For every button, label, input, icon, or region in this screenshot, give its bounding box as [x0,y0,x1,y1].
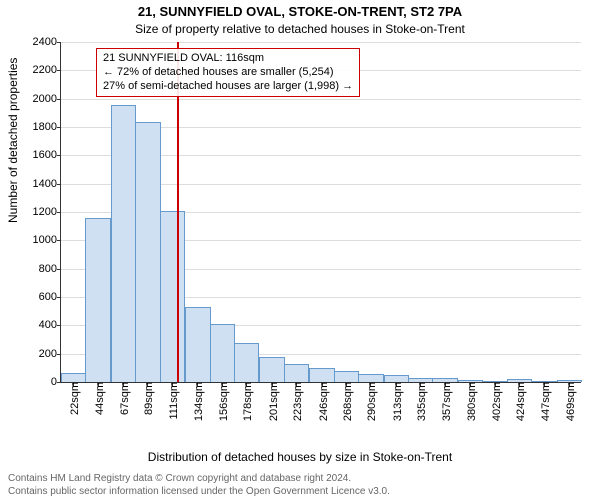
x-tick-label: 290sqm [362,382,378,421]
x-tick-label: 111sqm [164,382,180,420]
histogram-bar [309,368,334,382]
x-tick-label: 357sqm [437,382,453,421]
page-title: 21, SUNNYFIELD OVAL, STOKE-ON-TRENT, ST2… [0,4,600,19]
histogram-bar [85,218,110,382]
y-tick-label: 1600 [33,149,61,161]
histogram-bar [259,357,284,382]
x-tick-label: 89sqm [139,382,155,415]
y-tick-label: 200 [39,348,61,360]
x-tick-label: 178sqm [238,382,254,421]
histogram-bar [61,373,86,383]
histogram-bar [358,374,383,382]
x-tick-label: 223sqm [288,382,304,421]
gridline [61,42,581,43]
attribution-line: Contains HM Land Registry data © Crown c… [8,473,390,486]
chart-container: { "title_line1": "21, SUNNYFIELD OVAL, S… [0,0,600,500]
x-tick-label: 424sqm [511,382,527,421]
histogram-bar [284,364,309,382]
histogram-bar [135,122,160,382]
x-tick-label: 246sqm [314,382,330,421]
y-tick-label: 0 [51,376,61,388]
histogram-bar [111,105,136,382]
histogram-bar [234,343,259,382]
x-tick-label: 156sqm [214,382,230,421]
histogram-bar [185,307,210,382]
x-tick-label: 469sqm [561,382,577,421]
annotation-line: 21 SUNNYFIELD OVAL: 116sqm [103,52,353,66]
x-tick-label: 22sqm [65,382,81,415]
y-tick-label: 2400 [33,36,61,48]
x-tick-label: 313sqm [388,382,404,421]
y-tick-label: 1000 [33,234,61,246]
x-tick-label: 380sqm [462,382,478,421]
annotation-line: 27% of semi-detached houses are larger (… [103,80,353,94]
y-tick-label: 600 [39,291,61,303]
histogram-bar [334,371,359,382]
histogram-bar [210,324,235,382]
y-tick-label: 1400 [33,178,61,190]
x-axis-label: Distribution of detached houses by size … [0,450,600,464]
y-tick-label: 2200 [33,64,61,76]
y-tick-label: 2000 [33,93,61,105]
x-tick-label: 201sqm [264,382,280,421]
x-tick-label: 67sqm [115,382,131,415]
annotation-line: ← 72% of detached houses are smaller (5,… [103,66,353,80]
y-tick-label: 1800 [33,121,61,133]
y-tick-label: 1200 [33,206,61,218]
x-tick-label: 335sqm [412,382,428,421]
y-axis-label: Number of detached properties [6,58,20,223]
chart-subtitle: Size of property relative to detached ho… [0,22,600,36]
annotation-box: 21 SUNNYFIELD OVAL: 116sqm← 72% of detac… [96,48,360,97]
attribution-line: Contains public sector information licen… [8,486,390,499]
gridline [61,99,581,100]
x-tick-label: 44sqm [90,382,106,415]
x-tick-label: 268sqm [338,382,354,421]
y-tick-label: 800 [39,263,61,275]
histogram-bar [160,211,185,382]
x-tick-label: 134sqm [189,382,205,421]
x-tick-label: 402sqm [487,382,503,421]
x-tick-label: 447sqm [536,382,552,421]
y-tick-label: 400 [39,319,61,331]
histogram-bar [384,375,409,382]
attribution: Contains HM Land Registry data © Crown c… [8,473,390,498]
